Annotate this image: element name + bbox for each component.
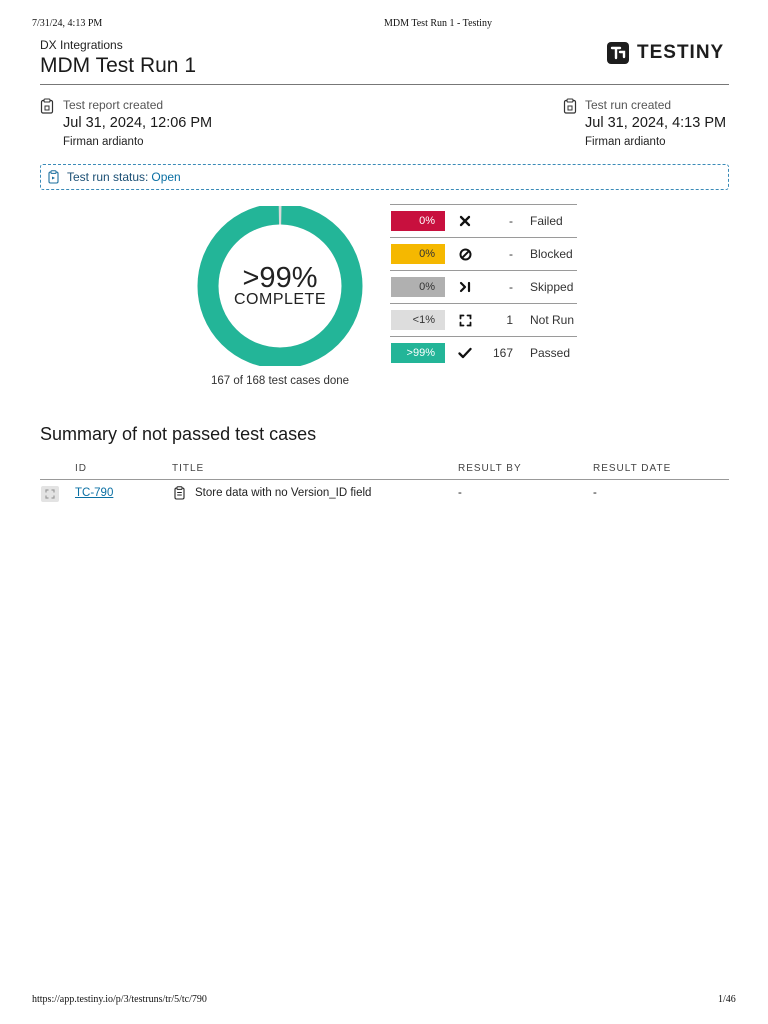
run-created-date: Jul 31, 2024, 4:13 PM: [585, 115, 727, 131]
progress-done-text: 167 of 168 test cases done: [210, 375, 350, 387]
test-case-title: Store data with no Version_ID field: [195, 487, 372, 499]
column-header-result-by: RESULT BY: [458, 463, 522, 474]
print-datetime: 7/31/24, 4:13 PM: [32, 18, 103, 29]
skip-icon: [457, 281, 473, 293]
column-header-result-date: RESULT DATE: [593, 463, 672, 474]
progress-percent: >99%: [242, 262, 318, 294]
status-clipboard-icon: [48, 170, 59, 184]
test-case-result-date: -: [593, 487, 597, 499]
legend-count: 167: [492, 346, 513, 360]
progress-complete-label: COMPLETE: [233, 291, 326, 308]
print-url: https://app.testiny.io/p/3/testruns/tr/5…: [32, 994, 207, 1005]
not-run-icon: [457, 314, 473, 327]
legend-row-blocked: 0% - Blocked: [390, 237, 577, 270]
legend-label: Passed: [530, 346, 571, 360]
print-page-number: 1/46: [718, 994, 736, 1005]
blocked-icon: [457, 248, 473, 261]
check-icon: [457, 347, 473, 359]
legend-label: Failed: [530, 214, 563, 228]
legend-label: Blocked: [530, 247, 573, 261]
legend-row-passed: >99% 167 Passed: [390, 336, 577, 369]
header-divider: [40, 84, 729, 85]
legend-pct: >99%: [391, 343, 445, 363]
status-label: Test run status:: [67, 170, 149, 184]
clipboard-icon: [563, 98, 577, 119]
clipboard-icon: [40, 98, 54, 119]
run-created-label: Test run created: [585, 98, 672, 112]
legend-pct: 0%: [391, 244, 445, 264]
donut-passed-arc: [197, 206, 363, 366]
summary-heading: Summary of not passed test cases: [40, 424, 317, 444]
legend-label: Not Run: [530, 313, 575, 327]
report-created-user: Firman ardianto: [63, 136, 144, 148]
column-header-id: ID: [75, 463, 87, 474]
testiny-logo: TESTINY: [607, 42, 724, 64]
legend-count: -: [509, 247, 513, 261]
report-created-label: Test report created: [63, 98, 164, 112]
progress-donut: [197, 206, 363, 366]
legend-label: Skipped: [530, 280, 574, 294]
clipboard-icon: [174, 486, 185, 505]
not-run-status-icon: [41, 486, 59, 502]
run-created-user: Firman ardianto: [585, 136, 666, 148]
test-case-id-link[interactable]: TC-790: [75, 487, 114, 499]
legend-pct: 0%: [391, 277, 445, 297]
page-title: MDM Test Run 1: [40, 54, 196, 77]
print-doc-title: MDM Test Run 1 - Testiny: [384, 18, 492, 29]
run-status-box: Test run status: Open: [40, 164, 729, 190]
x-icon: [457, 215, 473, 227]
table-header-divider: [40, 479, 729, 480]
testiny-logo-icon: [607, 42, 629, 64]
legend-row-failed: 0% - Failed: [390, 204, 577, 237]
logo-wordmark: TESTINY: [637, 42, 725, 63]
legend-pct: 0%: [391, 211, 445, 231]
test-case-result-by: -: [458, 487, 462, 499]
status-value: Open: [151, 170, 181, 184]
org-name: DX Integrations: [40, 38, 123, 52]
legend-pct: <1%: [391, 310, 445, 330]
legend-count: -: [509, 280, 513, 294]
legend-count: 1: [506, 313, 513, 327]
legend-row-skipped: 0% - Skipped: [390, 270, 577, 303]
column-header-title: TITLE: [172, 463, 205, 474]
legend-count: -: [509, 214, 513, 228]
report-created-date: Jul 31, 2024, 12:06 PM: [63, 115, 213, 131]
legend-row-not-run: <1% 1 Not Run: [390, 303, 577, 336]
